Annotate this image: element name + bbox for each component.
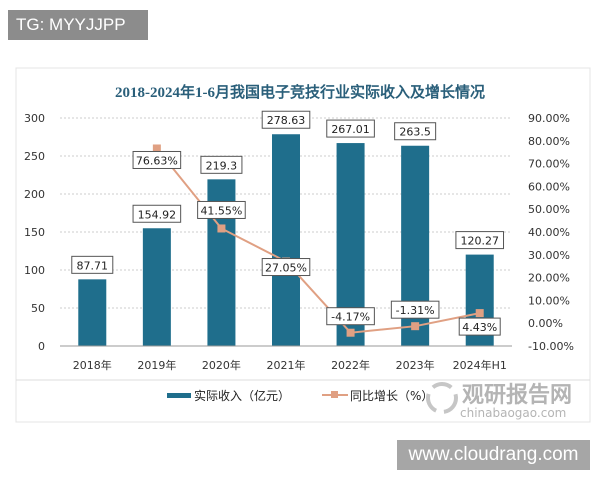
bar-value-label: 87.71: [77, 259, 109, 272]
growth-marker: [475, 309, 484, 318]
right-tick-label: 10.00%: [528, 294, 570, 307]
left-tick-label: 150: [24, 226, 45, 239]
logo: 观研报告网 chinabaogao.com: [426, 382, 572, 420]
bar-value-label-box: [132, 204, 182, 223]
logo-swirl-icon: [426, 382, 458, 414]
bar-value-label: 267.01: [331, 123, 370, 136]
bar-value-label: 154.92: [138, 208, 177, 221]
growth-value-label: 4.43%: [462, 321, 497, 334]
watermark-tag: TG: MYYJJPP: [8, 10, 148, 40]
right-tick-label: 50.00%: [528, 203, 570, 216]
growth-value-label-box: [132, 150, 182, 169]
bar-value-label-box: [326, 119, 375, 138]
legend-bar-swatch: [167, 393, 191, 398]
growth-marker: [411, 322, 420, 331]
growth-value-label: 41.55%: [200, 204, 242, 217]
right-tick-label: 0.00%: [528, 317, 563, 330]
left-tick-label: 50: [31, 302, 45, 315]
growth-value-label: 27.05%: [265, 262, 307, 275]
x-tick-label: 2022年: [331, 358, 370, 372]
left-tick-label: 0: [38, 340, 45, 353]
right-tick-label: -10.00%: [528, 340, 574, 353]
growth-marker: [152, 144, 161, 153]
growth-marker: [217, 224, 226, 233]
bar: [142, 228, 171, 346]
right-tick-label: 30.00%: [528, 249, 570, 262]
growth-marker: [346, 328, 355, 337]
growth-value-label-box: [326, 307, 375, 326]
logo-subtext: chinabaogao.com: [460, 406, 566, 420]
right-tick-label: 80.00%: [528, 135, 570, 148]
growth-value-label-box: [390, 300, 440, 319]
x-tick-label: 2023年: [396, 358, 435, 372]
bar-value-label-box: [71, 255, 114, 274]
watermark-site: www.cloudrang.com: [397, 440, 590, 470]
legend-line-marker: [331, 391, 338, 398]
legend-line-label: 同比增长（%）: [350, 389, 433, 403]
x-tick-label: 2019年: [137, 358, 176, 372]
bar-value-label: 219.3: [206, 159, 238, 172]
bar-value-label: 278.63: [267, 114, 306, 127]
legend-bar-label: 实际收入（亿元）: [194, 388, 290, 403]
growth-value-label: 76.63%: [136, 154, 178, 167]
growth-value-label-box: [458, 317, 501, 336]
growth-value-label: -4.17%: [331, 311, 370, 324]
bar-value-label-box: [200, 155, 243, 174]
left-tick-label: 250: [24, 150, 45, 163]
legend: 实际收入（亿元） 同比增长（%）: [167, 388, 433, 403]
right-tick-label: 70.00%: [528, 158, 570, 171]
right-tick-label: 60.00%: [528, 180, 570, 193]
right-tick-label: 90.00%: [528, 112, 570, 125]
growth-value-label: -1.31%: [396, 304, 435, 317]
logo-text: 观研报告网: [462, 383, 572, 408]
right-tick-label: 40.00%: [528, 226, 570, 239]
left-tick-label: 200: [24, 188, 45, 201]
bar-value-label-box: [261, 110, 311, 129]
right-tick-label: 20.00%: [528, 272, 570, 285]
x-tick-label: 2018年: [73, 358, 112, 372]
x-tick-label: 2024年H1: [453, 358, 507, 372]
x-tick-label: 2020年: [202, 358, 241, 372]
left-tick-label: 100: [24, 264, 45, 277]
bar: [272, 134, 300, 346]
growth-value-label-box: [197, 200, 246, 219]
chart-title: 2018-2024年1-6月我国电子竞技行业实际收入及增长情况: [115, 83, 485, 101]
x-tick-label: 2021年: [267, 358, 306, 372]
bar-value-label: 263.5: [399, 126, 431, 139]
bar-value-label-box: [394, 122, 437, 141]
bar: [78, 279, 107, 346]
bar-value-label-box: [455, 231, 505, 250]
growth-value-label-box: [261, 258, 311, 277]
left-tick-label: 300: [24, 112, 45, 125]
bar-value-label: 120.27: [460, 235, 499, 248]
